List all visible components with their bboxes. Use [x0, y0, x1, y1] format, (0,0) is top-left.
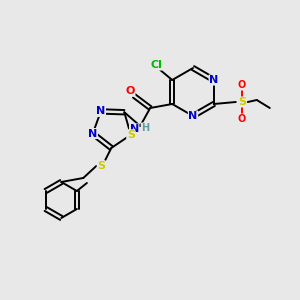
Text: N: N	[188, 111, 198, 121]
Text: N: N	[88, 128, 98, 139]
Text: N: N	[130, 124, 139, 134]
Text: H: H	[141, 123, 149, 133]
Text: N: N	[96, 106, 105, 116]
Text: Cl: Cl	[150, 60, 162, 70]
Text: S: S	[127, 130, 135, 140]
Text: N: N	[209, 75, 218, 85]
Text: S: S	[238, 97, 246, 107]
Text: O: O	[238, 80, 246, 90]
Text: O: O	[238, 114, 246, 124]
Text: O: O	[125, 86, 135, 96]
Text: S: S	[97, 161, 105, 171]
